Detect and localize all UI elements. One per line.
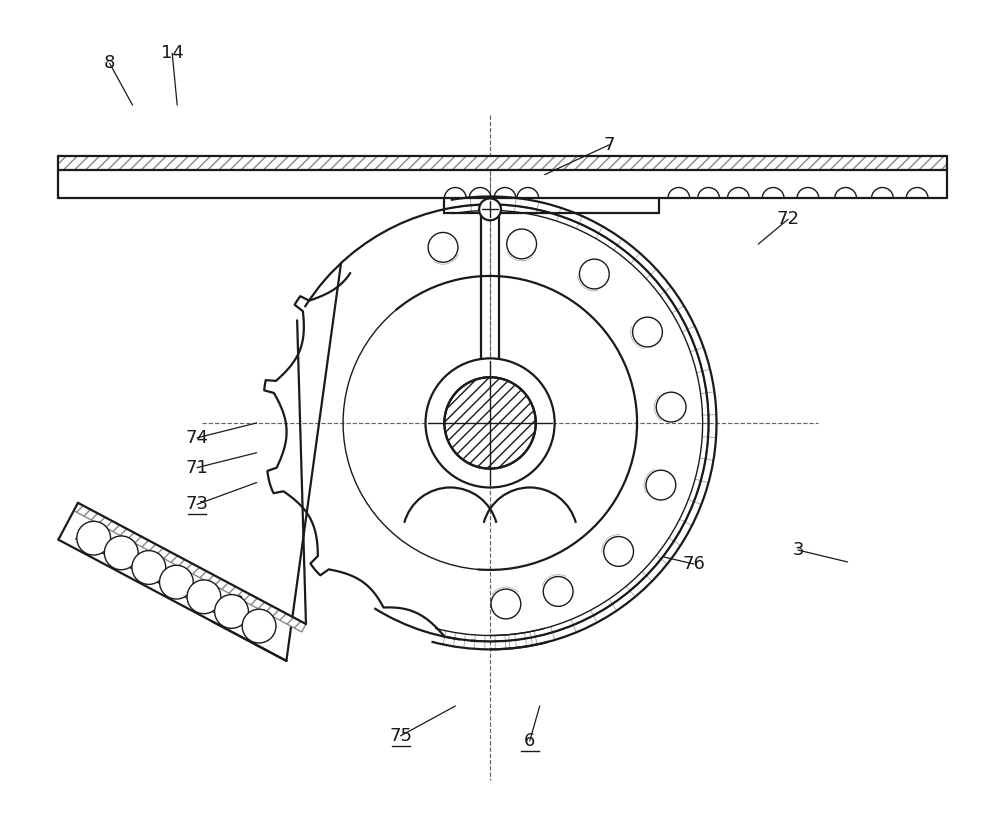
Circle shape <box>633 317 662 347</box>
Circle shape <box>579 259 609 289</box>
Circle shape <box>646 470 676 500</box>
Text: 72: 72 <box>777 211 800 228</box>
Text: 71: 71 <box>186 458 208 477</box>
Circle shape <box>426 358 555 487</box>
Text: 7: 7 <box>604 136 615 154</box>
Circle shape <box>215 594 248 628</box>
Text: 73: 73 <box>186 495 209 514</box>
Text: 3: 3 <box>792 541 804 559</box>
Circle shape <box>444 377 536 468</box>
Circle shape <box>479 198 501 221</box>
Text: 75: 75 <box>389 727 412 745</box>
Circle shape <box>187 580 221 614</box>
Circle shape <box>242 609 276 643</box>
Circle shape <box>104 536 138 570</box>
Circle shape <box>543 577 573 607</box>
Polygon shape <box>74 503 306 632</box>
Circle shape <box>507 229 537 258</box>
Circle shape <box>604 537 633 566</box>
Circle shape <box>428 232 458 263</box>
Circle shape <box>656 393 686 422</box>
Bar <box>58 156 947 170</box>
Text: 6: 6 <box>524 732 535 750</box>
Text: 14: 14 <box>161 44 184 63</box>
Circle shape <box>491 589 521 619</box>
Text: 76: 76 <box>682 555 705 573</box>
Circle shape <box>132 551 166 584</box>
Circle shape <box>77 521 111 555</box>
Text: 74: 74 <box>186 429 209 447</box>
Text: 8: 8 <box>104 54 115 72</box>
Circle shape <box>159 565 193 599</box>
